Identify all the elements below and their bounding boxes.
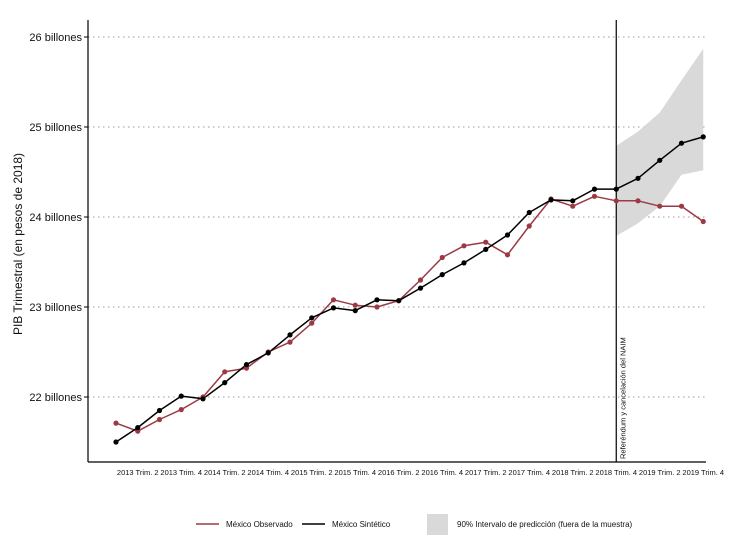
y-tick-label: 25 billones — [29, 122, 82, 134]
y-tick-label: 24 billones — [29, 212, 82, 224]
data-point-series-2 — [483, 247, 488, 252]
data-point-series-2 — [440, 272, 445, 277]
data-point-series-2 — [635, 176, 640, 181]
data-point-series-2 — [505, 232, 510, 237]
data-point-series-2 — [113, 439, 118, 444]
data-point-series-2 — [309, 315, 314, 320]
data-point-series-1 — [440, 255, 445, 260]
data-point-series-1 — [635, 198, 640, 203]
y-tick-label: 26 billones — [29, 32, 82, 44]
legend-swatch-intervalo — [427, 514, 448, 535]
data-point-series-2 — [353, 308, 358, 313]
data-point-series-2 — [331, 305, 336, 310]
data-point-series-2 — [461, 260, 466, 265]
data-point-series-2 — [222, 380, 227, 385]
data-point-series-2 — [135, 425, 140, 430]
x-tick-label: 2019 Trim. 4 — [682, 468, 724, 477]
data-point-series-1 — [657, 204, 662, 209]
x-tick-label: 2014 Trim. 2 — [204, 468, 246, 477]
data-point-series-2 — [244, 362, 249, 367]
x-tick-label: 2018 Trim. 2 — [552, 468, 594, 477]
x-tick-label: 2019 Trim. 2 — [639, 468, 681, 477]
data-point-series-1 — [374, 304, 379, 309]
data-point-series-1 — [179, 407, 184, 412]
legend-label-intervalo: 90% Intervalo de predicción (fuera de la… — [457, 520, 633, 529]
data-point-series-1 — [570, 204, 575, 209]
y-axis-title: PIB Trimestral (en pesos de 2018) — [11, 153, 25, 335]
data-point-series-1 — [353, 303, 358, 308]
data-point-series-1 — [592, 194, 597, 199]
data-point-series-1 — [527, 223, 532, 228]
event-marker: Referéndum y cancelación del NAIM — [616, 20, 627, 462]
x-tick-label: 2016 Trim. 4 — [421, 468, 463, 477]
data-point-series-2 — [614, 187, 619, 192]
x-tick-label: 2017 Trim. 4 — [508, 468, 550, 477]
x-tick-label: 2014 Trim. 4 — [247, 468, 289, 477]
data-point-series-1 — [461, 243, 466, 248]
x-tick-label: 2016 Trim. 2 — [378, 468, 420, 477]
legend: México Observado México Sintético 90% Inte… — [196, 514, 633, 535]
data-point-series-1 — [113, 421, 118, 426]
data-point-series-1 — [331, 297, 336, 302]
data-point-series-2 — [657, 158, 662, 163]
x-tick-label: 2013 Trim. 4 — [160, 468, 202, 477]
x-tick-label: 2015 Trim. 2 — [291, 468, 333, 477]
data-point-series-2 — [179, 394, 184, 399]
data-point-series-2 — [701, 134, 706, 139]
x-tick-label: 2013 Trim. 2 — [117, 468, 159, 477]
data-point-series-2 — [548, 197, 553, 202]
x-tick-label: 2017 Trim. 2 — [465, 468, 507, 477]
data-point-series-1 — [157, 417, 162, 422]
legend-label-sintetico: México Sintético — [332, 520, 391, 529]
data-point-series-2 — [374, 297, 379, 302]
data-point-series-2 — [287, 332, 292, 337]
data-point-series-1 — [222, 369, 227, 374]
data-point-series-2 — [570, 198, 575, 203]
data-point-series-2 — [200, 396, 205, 401]
data-point-series-1 — [505, 252, 510, 257]
legend-label-observado: México Observado — [226, 520, 293, 529]
data-point-series-1 — [614, 198, 619, 203]
data-point-series-2 — [679, 141, 684, 146]
x-tick-label: 2015 Trim. 4 — [334, 468, 376, 477]
y-tick-label: 23 billones — [29, 302, 82, 314]
data-point-series-1 — [679, 204, 684, 209]
y-tick-label: 22 billones — [29, 392, 82, 404]
data-point-series-1 — [287, 340, 292, 345]
data-point-series-2 — [266, 350, 271, 355]
data-point-series-1 — [701, 219, 706, 224]
data-point-series-1 — [483, 240, 488, 245]
data-point-series-1 — [418, 277, 423, 282]
data-point-series-1 — [309, 321, 314, 326]
data-point-series-2 — [396, 298, 401, 303]
data-point-series-2 — [418, 286, 423, 291]
data-point-series-2 — [157, 408, 162, 413]
grid-lines — [88, 37, 706, 397]
data-point-series-2 — [592, 187, 597, 192]
event-annotation-label: Referéndum y cancelación del NAIM — [618, 337, 627, 459]
x-tick-label: 2018 Trim. 4 — [595, 468, 637, 477]
data-point-series-2 — [527, 210, 532, 215]
